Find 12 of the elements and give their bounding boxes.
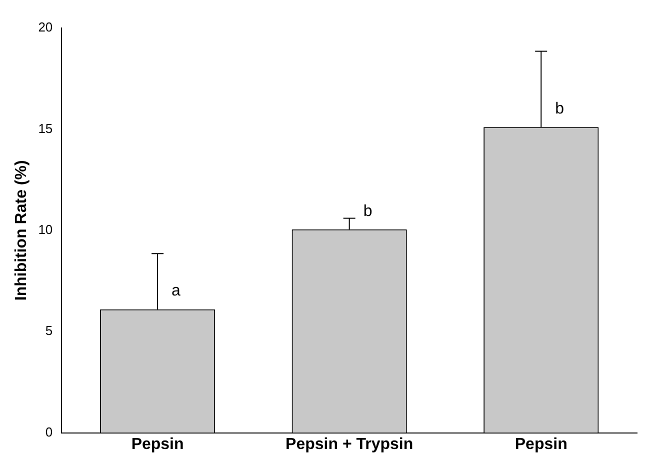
x-tick-label: Pepsin: [514, 436, 568, 453]
y-tick-label: 15: [38, 120, 53, 136]
x-tick-label: Pepsin + Trypsin: [286, 436, 414, 453]
y-tick-label: 10: [38, 222, 53, 237]
x-tick-label: Pepsin: [131, 436, 184, 453]
y-tick-label: 20: [38, 20, 53, 35]
annotation: b: [555, 100, 564, 118]
annotation: b: [363, 202, 372, 220]
annotation: a: [172, 282, 181, 300]
y-axis-title: Inhibition Rate (%): [13, 160, 30, 301]
y-tick-label: 0: [45, 424, 53, 440]
y-tick-label: 5: [45, 323, 53, 338]
